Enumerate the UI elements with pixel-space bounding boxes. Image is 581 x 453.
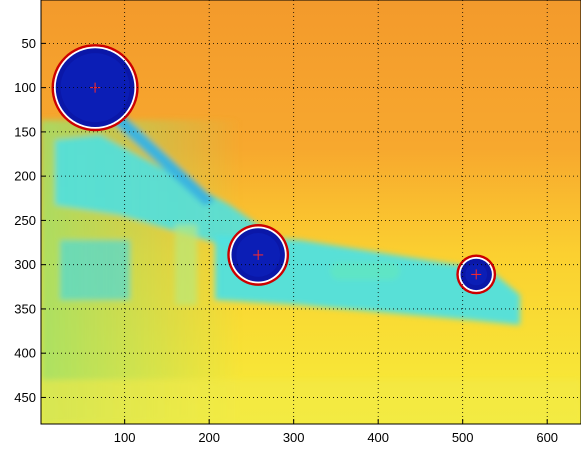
y-axis: 50 100 150 200 250 300 350 400 450 [14,36,46,405]
diagonal-arm [108,112,215,206]
grid-lines [41,0,581,424]
x-tick-label-200: 200 [198,430,220,445]
y-tick-label-200: 200 [14,169,36,184]
x-tick-label-600: 600 [536,430,558,445]
y-tick-label-50: 50 [22,36,36,51]
y-tick-label-350: 350 [14,301,36,316]
plot-frame [40,0,581,425]
y-tick-label-100: 100 [14,80,36,95]
detected-circle-1 [51,44,139,132]
y-tick-label-250: 250 [14,213,36,228]
detected-circle-2 [227,224,290,286]
x-tick-label-400: 400 [367,430,389,445]
y-tick-label-150: 150 [14,124,36,139]
y-tick-label-450: 450 [14,390,36,405]
plot-area [41,0,581,424]
detected-circle-3 [456,254,497,295]
x-tick-label-300: 300 [283,430,305,445]
y-tick-label-400: 400 [14,346,36,361]
detected-circles [51,44,497,295]
x-tick-label-500: 500 [452,430,474,445]
y-tick-label-300: 300 [14,257,36,272]
arm-upper-region [55,135,280,250]
x-axis: 100 200 300 400 500 600 [114,419,558,445]
x-tick-label-100: 100 [114,430,136,445]
